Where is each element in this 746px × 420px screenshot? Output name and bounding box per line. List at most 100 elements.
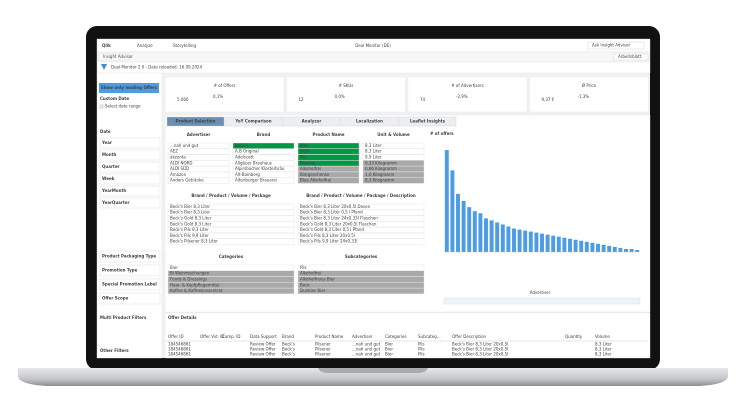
filter-field[interactable] <box>99 250 161 263</box>
list-item-label[interactable]: 1,0 Kilogramm <box>365 172 394 177</box>
filter-field[interactable] <box>99 292 161 305</box>
date-field[interactable] <box>99 173 161 185</box>
date-field-label[interactable]: Quarter <box>102 164 120 169</box>
filter-field-label[interactable]: Special Promotion Label <box>102 282 157 287</box>
list-item-label[interactable]: Blue Alkoholfrei <box>300 178 331 183</box>
insight-button[interactable] <box>98 53 130 61</box>
date-field[interactable] <box>99 185 161 197</box>
column-header[interactable]: Advertiser <box>352 334 373 339</box>
list-item-label[interactable]: Adelscott <box>235 155 254 160</box>
tab[interactable] <box>224 116 283 127</box>
list-item-label[interactable]: Pils <box>300 155 307 160</box>
search-box[interactable] <box>587 41 645 50</box>
list-item-label[interactable]: Gold <box>300 149 310 154</box>
list-item-label[interactable]: 0,66 Kilogramm <box>365 166 397 171</box>
list-item-label[interactable]: ...nah und gut <box>170 143 199 148</box>
date-field-label[interactable]: YearQuarter <box>101 200 129 205</box>
list-item-label[interactable]: Beck's Gold 8,3 Liter 0,5 l Pfand <box>300 227 364 232</box>
column-header[interactable]: Data Support <box>250 334 277 339</box>
list-item-label[interactable]: 8,3 Liter <box>365 149 382 154</box>
cell[interactable]: Review Offer <box>250 347 276 352</box>
column-header[interactable]: Offer Description <box>452 334 487 339</box>
list-item-label[interactable]: Anders Getränke <box>170 178 204 183</box>
list-item[interactable] <box>167 177 230 184</box>
list-item-label[interactable]: Beck's Bier 8,3 Liter 0,5 l Pfand <box>300 210 363 215</box>
list-item[interactable] <box>232 177 295 184</box>
list-item[interactable] <box>362 177 425 184</box>
filter-field-label[interactable]: Offer Scope <box>102 296 129 301</box>
nav-tab[interactable]: Storytelling <box>173 43 196 48</box>
date-field[interactable] <box>99 137 161 149</box>
list-item[interactable] <box>297 288 425 295</box>
checkbox[interactable] <box>99 104 104 109</box>
list-item-label[interactable]: Bi Weinmischungen <box>170 271 210 276</box>
list-item-label[interactable]: ALDI NORD <box>170 160 193 165</box>
tab[interactable] <box>340 116 399 127</box>
list-item-label[interactable]: Alkoholfrei <box>300 271 321 276</box>
tab-label[interactable]: Leaflet Insights <box>410 119 446 124</box>
column-header[interactable]: Offer Vid. ID <box>200 334 224 339</box>
list-item-label[interactable]: Bock <box>300 282 310 287</box>
list-item[interactable] <box>297 177 360 184</box>
list-item-label[interactable]: AEZ <box>170 149 178 154</box>
list-item-label[interactable]: Beck's Pils 9,9 Liter <box>170 233 209 238</box>
insight-advisor[interactable]: Insight Advisor <box>103 54 133 59</box>
sheet-button[interactable] <box>613 53 649 61</box>
list-item-label[interactable]: Beck's Gold 8,3 Liter 20x0,5l Flaschen <box>300 221 377 226</box>
list-item-label[interactable]: 9,9 Liter <box>365 155 382 160</box>
list-item-label[interactable]: Beck's Gold 8,3 Liter <box>170 216 212 221</box>
list-item-label[interactable]: Alkoholfreies Bier <box>300 277 335 282</box>
list-item-label[interactable]: Beck's Pils 8,3 Liter 20x0,5l <box>300 233 355 238</box>
list-item-label[interactable]: Alpirsbacher Klosterbräu <box>235 166 285 171</box>
list-item-label[interactable]: Pils <box>300 265 307 270</box>
filter-field-label[interactable]: Promotion Type <box>102 268 138 273</box>
date-field[interactable] <box>99 149 161 161</box>
tab-label[interactable]: Analyzer <box>302 119 322 124</box>
list-item-label[interactable]: Beck's Bier 8,3 Liter <box>170 210 210 215</box>
list-item-label[interactable]: Beck's Gold 8,3 Liter <box>170 221 212 226</box>
list-item-label[interactable]: akzenta <box>170 155 186 160</box>
cell[interactable]: Review Offer <box>250 352 276 357</box>
date-field-label[interactable]: Month <box>102 152 116 157</box>
list-item-label[interactable]: Amazon <box>170 172 187 177</box>
leading-offers-label[interactable]: Show only leading Offers <box>101 85 158 90</box>
list-item[interactable] <box>297 238 425 245</box>
list-item-label[interactable]: Beck's Bier 8,3 Liter <box>170 204 210 209</box>
list-item-label[interactable]: A.B Original <box>235 149 259 154</box>
tab[interactable] <box>398 116 457 127</box>
sheet-button-label[interactable]: Arbeitsblatt <box>618 54 642 59</box>
list-item-label[interactable]: Biergeschenke <box>300 172 330 177</box>
list-item-label[interactable]: Beck's Pils 8,3 Liter <box>170 227 209 232</box>
date-field-label[interactable]: Week <box>102 176 115 181</box>
column-header[interactable]: Brand <box>282 334 294 339</box>
column-header[interactable]: Subcateg... <box>418 334 441 339</box>
tab[interactable] <box>282 116 341 127</box>
list-item-label[interactable]: Altenburger Brauerei <box>235 178 277 183</box>
date-field[interactable] <box>99 197 161 209</box>
list-item[interactable] <box>167 288 295 295</box>
list-item-label[interactable]: Haar- & Kopfpflegemittel <box>170 282 219 287</box>
list-item[interactable] <box>167 238 295 245</box>
list-item-label[interactable]: Beck's Bier 8,3 Liter 24x0,33l Flaschen <box>300 216 378 221</box>
column-header[interactable]: Volume <box>595 334 610 339</box>
list-item-label[interactable]: Bier <box>300 143 308 148</box>
list-item-label[interactable]: Bier <box>170 265 178 270</box>
tab-label[interactable]: YoY Comparison <box>234 119 271 124</box>
tab-label[interactable]: Product Selection <box>176 119 216 124</box>
date-range[interactable]: Select date range <box>105 104 141 109</box>
tab-label[interactable]: Localization <box>356 119 383 124</box>
list-item-label[interactable]: Kaffee & Kaffeekonzentrat <box>170 288 223 293</box>
column-header[interactable]: Product Name <box>315 334 344 339</box>
nav-tab[interactable]: Analyze <box>137 43 153 48</box>
filter-field[interactable] <box>99 278 161 291</box>
list-item-label[interactable]: Beck's <box>235 143 248 148</box>
date-field-label[interactable]: YearMonth <box>101 188 126 193</box>
list-item-label[interactable]: Alt-Bamberg <box>235 172 260 177</box>
date-field-label[interactable]: Year <box>101 140 112 145</box>
list-item-label[interactable]: Pilsener <box>300 160 316 165</box>
list-item-label[interactable]: ALDI SÜD <box>170 166 189 171</box>
list-item-label[interactable]: Alkoholfrei <box>300 166 321 171</box>
column-header[interactable]: Quantity <box>565 334 583 339</box>
list-item-label[interactable]: Beck's Pilsener 8,3 Liter <box>170 239 218 244</box>
list-item-label[interactable]: Allgäuer Brauhaus <box>235 160 272 165</box>
